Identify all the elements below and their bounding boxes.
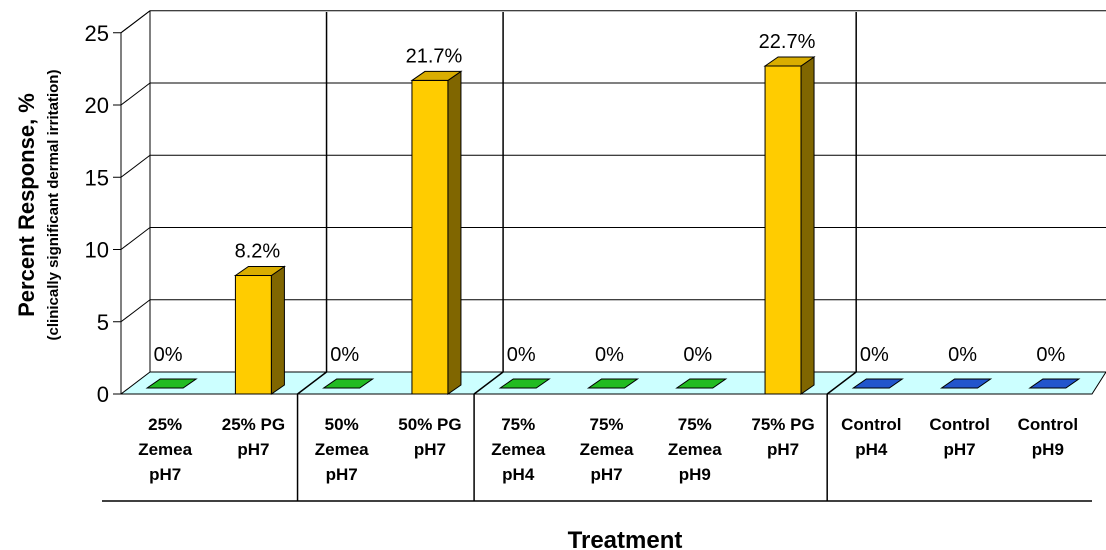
category-label: pH7 (237, 440, 269, 459)
category-label: Zemea (491, 440, 545, 459)
y-tick-label: 25 (85, 21, 109, 46)
bar-side (800, 56, 815, 395)
x-axis-title: Treatment (568, 527, 683, 550)
bar (322, 378, 375, 389)
side-wall-line (120, 154, 151, 178)
data-label: 0% (860, 344, 889, 366)
category-label: pH7 (767, 440, 799, 459)
y-axis-subtitle: (clinically significant dermal irritatio… (45, 70, 62, 341)
bar (939, 378, 993, 389)
bar (1028, 378, 1081, 389)
data-label: 0% (683, 344, 712, 366)
category-label: 50% PG (398, 415, 461, 434)
side-wall-line (120, 10, 151, 34)
bar-top (763, 56, 816, 67)
category-label: Zemea (668, 440, 722, 459)
category-label: pH7 (149, 465, 181, 484)
category-label: Zemea (580, 440, 634, 459)
category-label: 25% PG (222, 415, 285, 434)
side-wall-line (120, 82, 151, 106)
data-label: 0% (1036, 344, 1065, 366)
bar (234, 275, 272, 395)
group-separator-floor (826, 371, 857, 395)
group-separator-floor (297, 371, 327, 395)
side-wall-line (120, 227, 151, 250)
category-label: 75% (678, 415, 712, 434)
bar (498, 378, 551, 389)
category-label: pH4 (502, 465, 535, 484)
y-tick-label: 0 (97, 382, 109, 407)
category-label: Control (929, 415, 989, 434)
bar-top (410, 70, 463, 81)
category-label: Control (1018, 415, 1078, 434)
data-label: 22.7% (759, 31, 816, 53)
y-tick-label: 20 (85, 93, 109, 118)
bar-top (233, 266, 287, 277)
group-separator-floor (473, 371, 504, 395)
bar (411, 79, 449, 395)
category-label: pH7 (944, 440, 976, 459)
category-label: 75% PG (751, 415, 814, 434)
category-label: 75% (501, 415, 535, 434)
bar-side (447, 70, 462, 395)
category-label: Control (841, 415, 901, 434)
y-tick-label: 5 (97, 310, 109, 335)
category-label: pH7 (590, 465, 622, 484)
bar (851, 378, 904, 389)
data-label: 21.7% (406, 45, 463, 67)
category-label: pH7 (326, 465, 358, 484)
data-label: 0% (330, 344, 359, 366)
category-label: Zemea (315, 440, 369, 459)
category-label: 25% (148, 415, 182, 434)
bar (764, 65, 802, 395)
bar (145, 378, 198, 389)
bar (586, 378, 640, 389)
category-label: pH7 (414, 440, 446, 459)
side-wall-line (120, 299, 151, 323)
category-label: Zemea (138, 440, 192, 459)
data-label: 0% (154, 344, 183, 366)
category-label: pH9 (1032, 440, 1064, 459)
category-label: pH4 (855, 440, 888, 459)
bar (675, 378, 728, 389)
bar-side (270, 265, 285, 395)
y-tick-label: 15 (85, 165, 109, 190)
data-label: 8.2% (235, 241, 281, 263)
category-label: pH9 (679, 465, 711, 484)
category-label: 50% (325, 415, 359, 434)
data-label: 0% (507, 344, 536, 366)
data-label: 0% (595, 344, 624, 366)
y-tick-label: 10 (85, 238, 109, 263)
data-label: 0% (948, 344, 977, 366)
y-axis-title: Percent Response, % (14, 93, 39, 317)
category-label: 75% (589, 415, 623, 434)
